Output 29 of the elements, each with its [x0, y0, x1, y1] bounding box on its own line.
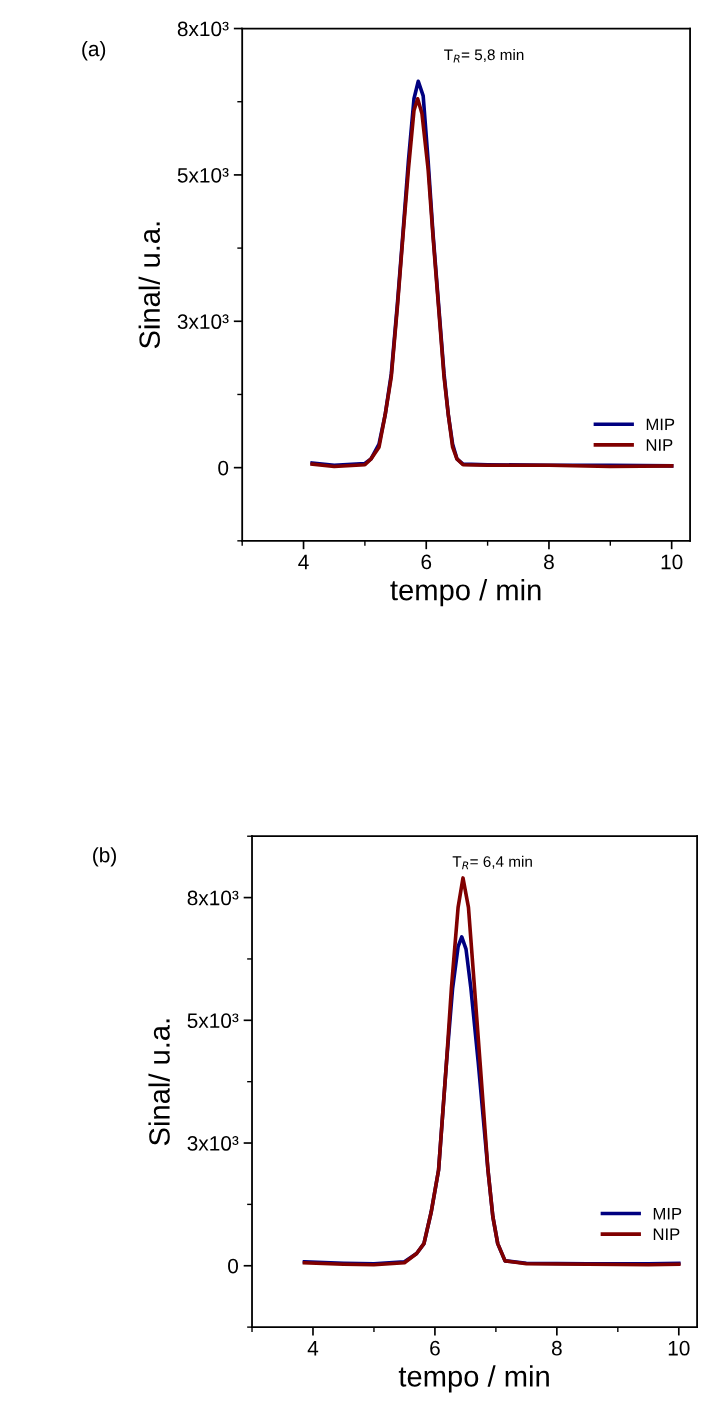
x-tick-label: 6 [430, 1340, 440, 1356]
annotation: T$_{R}$= 6,4 min [452, 855, 532, 870]
y-tick-label: 5x10³ [187, 1013, 239, 1029]
line-series [302, 876, 681, 1267]
y-tick-label: 8x10³ [177, 21, 229, 37]
x-tick-label: 4 [307, 1341, 319, 1356]
legend-label: MIP [646, 418, 675, 431]
x-tick-label: 4 [298, 554, 309, 570]
x-axis-title: tempo / min [398, 1365, 549, 1393]
y-tick-label: 0 [218, 460, 229, 476]
legend-label: NIP [653, 1228, 680, 1240]
y-axis-title: Sinal/ u.a. [148, 1019, 170, 1146]
y-tick-label: 3x10³ [187, 1136, 239, 1151]
y-tick-label: 0 [228, 1258, 239, 1274]
legend-label: MIP [653, 1207, 682, 1220]
y-tick-label: 8x10³ [187, 890, 239, 906]
x-tick-label: 10 [668, 1340, 690, 1356]
x-tick-label: 10 [661, 554, 683, 570]
annotation: T$_{R}$= 5,8 min [444, 48, 524, 63]
y-tick-label: 3x10³ [177, 314, 229, 330]
chart-title: (b) [93, 847, 116, 867]
x-tick-label: 8 [551, 1340, 562, 1356]
y-axis-title: Sinal/ u.a. [138, 222, 161, 349]
y-tick-label: 5x10³ [177, 167, 229, 183]
x-tick-label: 6 [421, 554, 432, 570]
x-tick-label: 8 [544, 554, 554, 570]
legend-label: NIP [646, 439, 673, 451]
text: (a) [82, 40, 106, 61]
x-axis-title: tempo / min [390, 579, 541, 607]
